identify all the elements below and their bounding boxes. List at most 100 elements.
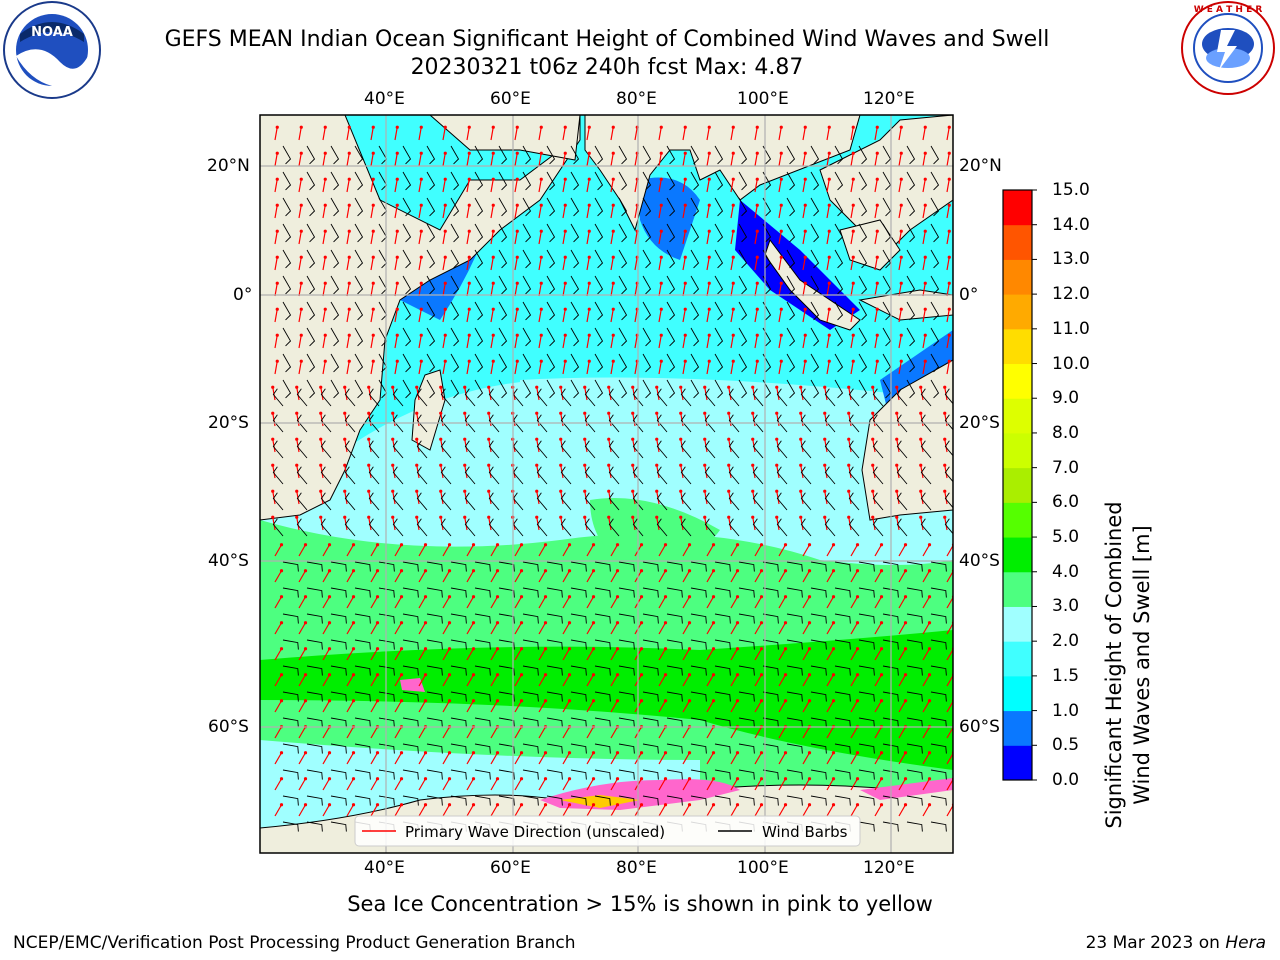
- lat-label-left-0: 0°: [233, 285, 253, 305]
- wave-arrow-head: [799, 411, 803, 415]
- wind-barb: [642, 249, 652, 269]
- wave-arrow: [802, 622, 811, 635]
- wave-arrow: [490, 361, 494, 375]
- wave-arrow: [418, 648, 427, 661]
- wave-arrow-head: [615, 777, 620, 781]
- wave-arrow: [274, 778, 283, 791]
- wave-arrow-head: [587, 177, 591, 181]
- wind-barb: [488, 388, 500, 407]
- wind-barb: [416, 518, 428, 537]
- wave-arrow-head: [415, 411, 419, 415]
- wave-arrow-head: [775, 437, 779, 441]
- wave-arrow-head: [755, 281, 759, 285]
- wind-barb: [666, 743, 683, 754]
- wind-barb: [762, 587, 779, 598]
- wave-arrow: [322, 778, 331, 791]
- wind-barb: [800, 466, 812, 485]
- wave-arrow-head: [327, 803, 332, 807]
- wave-arrow: [922, 257, 926, 271]
- wave-arrow: [922, 752, 931, 765]
- wave-arrow-head: [687, 803, 692, 807]
- wind-barb: [714, 795, 731, 806]
- wave-arrow-head: [899, 307, 903, 311]
- colorbar-tick-label: 1.0: [1052, 700, 1080, 721]
- wind-barb: [296, 440, 308, 459]
- wave-arrow: [850, 153, 854, 167]
- wave-arrow: [778, 570, 787, 583]
- wind-barb: [474, 613, 491, 624]
- wave-arrow-head: [535, 385, 539, 389]
- wind-barb: [594, 301, 604, 321]
- wave-arrow-head: [855, 647, 860, 651]
- wave-arrow: [898, 596, 907, 609]
- wave-arrow: [442, 544, 451, 557]
- wind-barb: [690, 197, 700, 217]
- wave-arrow: [370, 726, 379, 739]
- wind-barb: [920, 414, 932, 433]
- wave-arrow: [394, 127, 398, 141]
- wave-arrow-head: [875, 151, 879, 155]
- wave-arrow: [538, 752, 547, 765]
- wave-arrow-head: [847, 385, 851, 389]
- wave-arrow-head: [535, 463, 539, 467]
- wind-barb: [680, 414, 692, 433]
- wave-arrow: [610, 231, 614, 245]
- wave-arrow-head: [327, 569, 332, 573]
- wave-arrow-head: [543, 777, 548, 781]
- wave-arrow-head: [591, 569, 596, 573]
- wave-arrow: [658, 596, 667, 609]
- wind-barb: [570, 379, 580, 399]
- wave-arrow-head: [799, 463, 803, 467]
- wind-barb: [272, 388, 284, 407]
- wave-arrow: [346, 596, 355, 609]
- wave-arrow: [538, 231, 542, 245]
- wind-barb: [450, 327, 460, 347]
- wave-arrow: [538, 361, 542, 375]
- wind-barb: [344, 388, 356, 407]
- wind-barb: [618, 613, 635, 624]
- wave-arrow-head: [443, 125, 447, 129]
- wave-arrow: [298, 726, 307, 739]
- wave-arrow: [322, 205, 326, 219]
- wave-arrow: [370, 205, 374, 219]
- wind-barb: [906, 223, 916, 243]
- wind-barb: [704, 414, 716, 433]
- wave-arrow: [898, 778, 907, 791]
- wind-barb: [920, 466, 932, 485]
- wave-arrow: [586, 622, 595, 635]
- wave-arrow-head: [487, 411, 491, 415]
- wind-barb: [498, 223, 508, 243]
- wind-barb: [906, 353, 916, 373]
- wave-arrow-head: [639, 621, 644, 625]
- wind-barb: [690, 613, 707, 624]
- wave-arrow: [850, 804, 859, 817]
- wind-barb: [426, 561, 443, 572]
- wave-arrow-head: [539, 203, 543, 207]
- wave-arrow: [370, 570, 379, 583]
- wind-barb: [810, 769, 827, 780]
- wave-arrow-head: [639, 543, 644, 547]
- wind-barb: [344, 414, 356, 433]
- wave-arrow-head: [807, 803, 812, 807]
- wave-arrow-head: [687, 569, 692, 573]
- wind-barb: [810, 249, 820, 269]
- wave-arrow-field: [271, 125, 953, 817]
- wind-barb: [368, 466, 380, 485]
- colorbar-tick-label: 6.0: [1052, 492, 1080, 513]
- wave-arrow-head: [367, 463, 371, 467]
- wind-barb: [896, 492, 908, 511]
- wave-arrow-head: [495, 673, 500, 677]
- wave-arrow: [922, 127, 926, 141]
- colorbar-tick-label: 10.0: [1052, 353, 1090, 374]
- wave-arrow-head: [679, 515, 683, 519]
- wind-barb: [474, 379, 484, 399]
- wave-arrow-head: [607, 489, 611, 493]
- wave-arrow: [466, 544, 475, 557]
- wind-barb: [728, 388, 740, 407]
- wind-barb: [330, 691, 347, 702]
- colorbar-segment: [1003, 745, 1032, 781]
- wind-barb: [560, 492, 572, 511]
- wind-barb: [546, 587, 563, 598]
- wave-arrow: [346, 335, 350, 349]
- wave-arrow-head: [591, 647, 596, 651]
